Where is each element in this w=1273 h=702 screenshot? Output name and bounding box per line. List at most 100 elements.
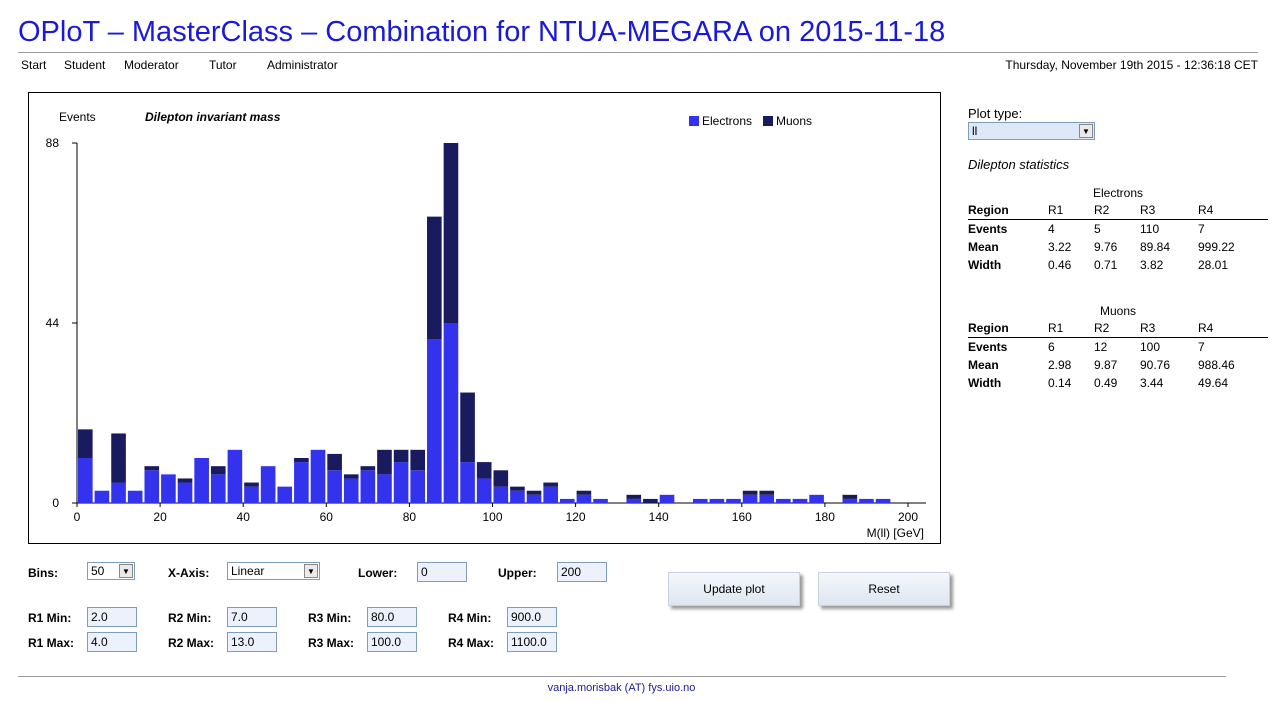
x-tick-label: 40 xyxy=(237,510,251,524)
x-tick-label: 180 xyxy=(815,510,835,524)
r2-min-input[interactable] xyxy=(227,607,277,627)
table-cell: 9.87 xyxy=(1094,358,1118,372)
y-tick-label: 0 xyxy=(52,496,59,510)
upper-input[interactable] xyxy=(557,562,607,582)
table-cell: 12 xyxy=(1094,340,1108,354)
table-header: Region xyxy=(968,201,1048,220)
r4-max-input[interactable] xyxy=(507,632,557,652)
electrons-stats-table: Region R1 R2 R3 R4 Events 4 5 110 7 Mean… xyxy=(968,201,1268,274)
electrons-bar xyxy=(842,498,858,503)
electrons-bar xyxy=(742,494,758,503)
bins-value: 50 xyxy=(91,564,105,578)
electrons-caption: Electrons xyxy=(1092,186,1144,200)
electrons-bar xyxy=(260,466,276,503)
contact-link[interactable]: vanja.morisbak (AT) fys.uio.no xyxy=(547,682,696,694)
electrons-bar xyxy=(493,486,509,503)
table-cell: Width xyxy=(968,258,1002,272)
table-cell: Events xyxy=(968,340,1008,354)
electrons-bar xyxy=(277,486,293,503)
y-tick-label: 44 xyxy=(46,316,60,330)
muons-bar xyxy=(343,474,359,479)
xaxis-label: X-Axis: xyxy=(168,566,210,580)
lower-label: Lower: xyxy=(358,566,398,580)
muons-bar xyxy=(144,466,160,471)
datetime: Thursday, November 19th 2015 - 12:36:18 … xyxy=(1005,58,1258,72)
y-axis-label: Events xyxy=(59,110,96,124)
nav-start[interactable]: Start xyxy=(21,58,47,72)
electrons-bar xyxy=(310,449,326,503)
electrons-bar xyxy=(476,478,492,503)
xaxis-select[interactable]: Linear ▼ xyxy=(227,562,320,580)
electrons-bar xyxy=(144,470,160,503)
table-cell: 49.64 xyxy=(1198,376,1229,390)
r3-min-input[interactable] xyxy=(367,607,417,627)
r3-min-label: R3 Min: xyxy=(308,611,352,625)
xaxis-value: Linear xyxy=(231,564,265,578)
reset-button[interactable]: Reset xyxy=(818,572,950,606)
muons-bar xyxy=(427,216,442,340)
plot-type-select[interactable]: ll ▼ xyxy=(968,122,1095,140)
table-header: R1 xyxy=(1048,319,1094,338)
electrons-bar xyxy=(161,474,176,503)
x-axis-label: M(ll) [GeV] xyxy=(867,526,924,540)
update-plot-button[interactable]: Update plot xyxy=(668,572,800,606)
electrons-bar xyxy=(792,498,808,503)
electrons-bar xyxy=(626,498,642,503)
footer-divider xyxy=(18,676,1226,677)
r2-min-label: R2 Min: xyxy=(168,611,212,625)
electrons-bar xyxy=(78,458,93,503)
table-header: R3 xyxy=(1140,201,1198,220)
electrons-bar xyxy=(127,490,143,503)
electrons-bar xyxy=(177,482,193,503)
table-cell: 0.46 xyxy=(1048,258,1072,272)
chevron-down-icon: ▼ xyxy=(304,564,318,578)
table-cell: Events xyxy=(968,222,1008,236)
electrons-bar xyxy=(410,470,426,503)
muons-bar xyxy=(476,462,492,479)
r3-max-input[interactable] xyxy=(367,632,417,652)
r2-max-label: R2 Max: xyxy=(168,636,215,650)
electrons-bar xyxy=(427,339,442,503)
bins-select[interactable]: 50 ▼ xyxy=(87,562,135,580)
muons-bar xyxy=(177,478,193,483)
muons-bar xyxy=(543,482,558,487)
electrons-bar xyxy=(360,470,376,503)
electrons-bar xyxy=(244,486,259,503)
lower-input[interactable] xyxy=(417,562,467,582)
r3-max-label: R3 Max: xyxy=(308,636,355,650)
r1-max-input[interactable] xyxy=(87,632,137,652)
nav-tutor[interactable]: Tutor xyxy=(209,58,237,72)
table-cell: 2.98 xyxy=(1048,358,1072,372)
table-row: Events 4 5 110 7 xyxy=(968,220,1268,239)
electrons-bar xyxy=(543,486,558,503)
x-tick-label: 60 xyxy=(320,510,334,524)
electrons-bar xyxy=(759,494,775,503)
table-cell: 0.14 xyxy=(1048,376,1072,390)
muons-bar xyxy=(360,466,376,471)
table-cell: 988.46 xyxy=(1198,358,1235,372)
table-header: R4 xyxy=(1198,319,1268,338)
table-cell: 3.82 xyxy=(1140,258,1164,272)
r2-max-input[interactable] xyxy=(227,632,277,652)
table-header-row: Region R1 R2 R3 R4 xyxy=(968,319,1268,338)
electrons-bar xyxy=(227,449,243,503)
table-cell: 5 xyxy=(1094,222,1101,236)
electrons-bar xyxy=(593,498,608,503)
table-cell: 90.76 xyxy=(1140,358,1171,372)
r1-min-label: R1 Min: xyxy=(28,611,72,625)
r1-min-input[interactable] xyxy=(87,607,137,627)
table-cell: 4 xyxy=(1048,222,1055,236)
muons-bar xyxy=(643,498,658,503)
nav-administrator[interactable]: Administrator xyxy=(267,58,338,72)
r4-min-input[interactable] xyxy=(507,607,557,627)
table-cell: 110 xyxy=(1140,222,1160,236)
nav-moderator[interactable]: Moderator xyxy=(124,58,179,72)
table-cell: 3.22 xyxy=(1048,240,1072,254)
electrons-bar xyxy=(776,498,791,503)
electrons-bar xyxy=(875,498,891,503)
table-cell: 6 xyxy=(1048,340,1055,354)
upper-label: Upper: xyxy=(498,566,537,580)
muons-bar xyxy=(78,429,93,458)
legend-swatch-electrons xyxy=(689,116,699,126)
nav-student[interactable]: Student xyxy=(64,58,106,72)
